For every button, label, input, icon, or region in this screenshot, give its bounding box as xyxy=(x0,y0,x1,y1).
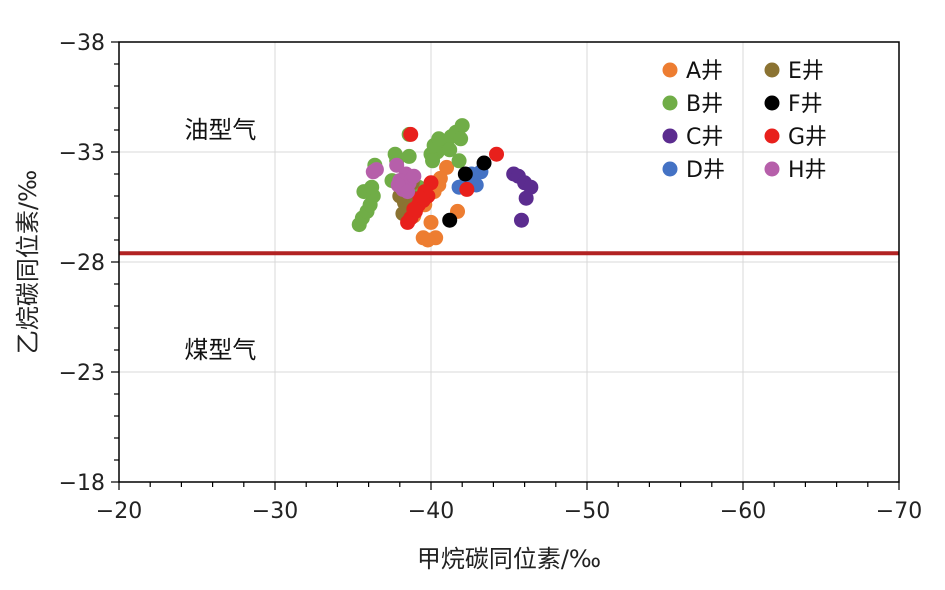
legend-marker xyxy=(662,161,678,177)
data-point xyxy=(457,166,473,182)
x-tick-label: −30 xyxy=(252,499,298,524)
legend-marker xyxy=(764,161,780,177)
data-point xyxy=(389,157,405,173)
data-point xyxy=(400,214,416,230)
data-point xyxy=(518,190,534,206)
legend-label: D井 xyxy=(686,158,725,183)
data-point xyxy=(453,131,469,147)
coal-type-gas-label: 煤型气 xyxy=(184,336,256,364)
x-tick-label: −60 xyxy=(720,499,766,524)
data-point xyxy=(401,148,417,164)
y-tick-label: −33 xyxy=(59,141,105,166)
data-point xyxy=(364,179,380,195)
x-axis-title: 甲烷碳同位素/‰ xyxy=(417,545,601,573)
x-tick-label: −70 xyxy=(876,499,922,524)
data-point xyxy=(420,232,436,248)
data-points xyxy=(351,118,539,248)
data-point xyxy=(442,142,458,158)
series-G井 xyxy=(400,126,505,230)
data-point xyxy=(406,168,422,184)
legend-label: F井 xyxy=(788,92,823,117)
data-point xyxy=(451,153,467,169)
data-point xyxy=(454,118,470,134)
y-tick-label: −28 xyxy=(59,251,105,276)
legend-label: G井 xyxy=(788,125,827,150)
data-point xyxy=(406,201,422,217)
series-F井 xyxy=(442,155,492,228)
legend-label: E井 xyxy=(788,59,824,84)
data-point xyxy=(513,212,529,228)
axis-ticks xyxy=(111,41,900,490)
data-point xyxy=(439,159,455,175)
oil-type-gas-label: 油型气 xyxy=(184,116,256,144)
y-axis-title: 乙烷碳同位素/‰ xyxy=(14,170,42,354)
y-tick-label: −38 xyxy=(59,31,105,56)
series-C井 xyxy=(506,166,539,228)
data-point xyxy=(459,181,475,197)
data-point xyxy=(365,164,381,180)
data-point xyxy=(442,212,458,228)
legend-marker xyxy=(662,95,678,111)
legend-marker xyxy=(764,95,780,111)
data-point xyxy=(412,190,428,206)
legend-label: C井 xyxy=(686,125,723,150)
y-tick-label: −23 xyxy=(59,361,105,386)
legend-marker xyxy=(662,62,678,78)
data-point xyxy=(423,214,439,230)
x-tick-label: −50 xyxy=(564,499,610,524)
legend-marker xyxy=(764,62,780,78)
data-point xyxy=(431,131,447,147)
data-point xyxy=(476,155,492,171)
data-point xyxy=(403,126,419,142)
legend-marker xyxy=(764,128,780,144)
legend-label: A井 xyxy=(686,59,723,84)
data-point xyxy=(400,184,416,200)
y-tick-label: −18 xyxy=(59,471,105,496)
data-point xyxy=(387,146,403,162)
x-tick-label: −20 xyxy=(96,499,142,524)
tick-labels: −20 −30 −40 −50 −60 −70 −38 −33 −28 −23 −18 xyxy=(59,31,923,524)
legend-marker xyxy=(662,128,678,144)
x-tick-label: −40 xyxy=(408,499,454,524)
series-H井 xyxy=(365,157,422,200)
legend: A井 B井 C井 D井 E井 F井 G井 H井 xyxy=(662,59,827,183)
data-point xyxy=(489,146,505,162)
legend-label: B井 xyxy=(686,92,723,117)
legend-label: H井 xyxy=(788,158,827,183)
data-point xyxy=(425,153,441,169)
